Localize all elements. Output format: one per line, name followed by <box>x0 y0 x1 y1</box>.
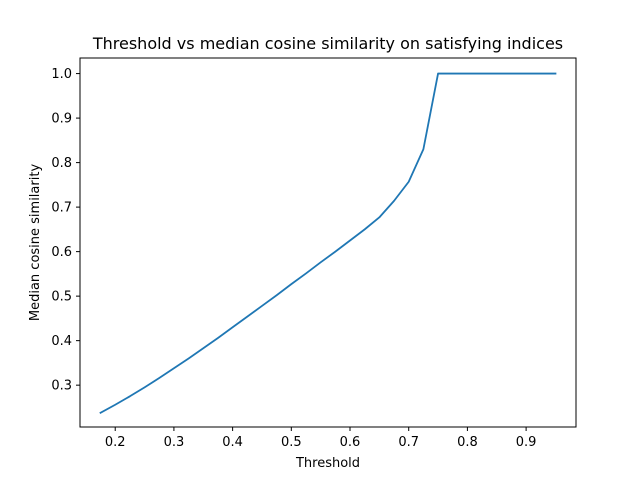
x-axis-ticks: 0.2 0.3 0.4 0.5 0.6 0.7 0.8 0.9 <box>105 427 537 450</box>
y-axis-label: Median cosine similarity <box>28 164 43 322</box>
series-layer <box>99 72 557 414</box>
series-line <box>99 72 557 414</box>
y-tick-label: 0.4 <box>51 334 72 349</box>
x-tick-label: 0.2 <box>105 435 126 450</box>
y-tick-label: 0.8 <box>51 156 72 171</box>
plot-frame <box>79 57 577 428</box>
y-tick-label: 0.5 <box>51 290 72 305</box>
y-tick-label: 0.9 <box>51 112 72 127</box>
y-tick-label: 0.3 <box>51 379 72 394</box>
x-tick-label: 0.5 <box>281 435 302 450</box>
x-tick-label: 0.7 <box>398 435 419 450</box>
y-tick-label: 0.7 <box>51 201 72 216</box>
x-tick-label: 0.4 <box>222 435 243 450</box>
x-tick-label: 0.9 <box>516 435 537 450</box>
x-tick-label: 0.3 <box>164 435 185 450</box>
x-tick-label: 0.6 <box>340 435 361 450</box>
y-tick-label: 0.6 <box>51 245 72 260</box>
y-tick-label: 1.0 <box>51 67 72 82</box>
x-axis-label: Threshold <box>295 456 360 471</box>
x-tick-label: 0.8 <box>457 435 478 450</box>
chart-title: Threshold vs median cosine similarity on… <box>92 34 563 53</box>
y-axis-ticks: 0.3 0.4 0.5 0.6 0.7 0.8 0.9 1.0 <box>51 67 80 394</box>
